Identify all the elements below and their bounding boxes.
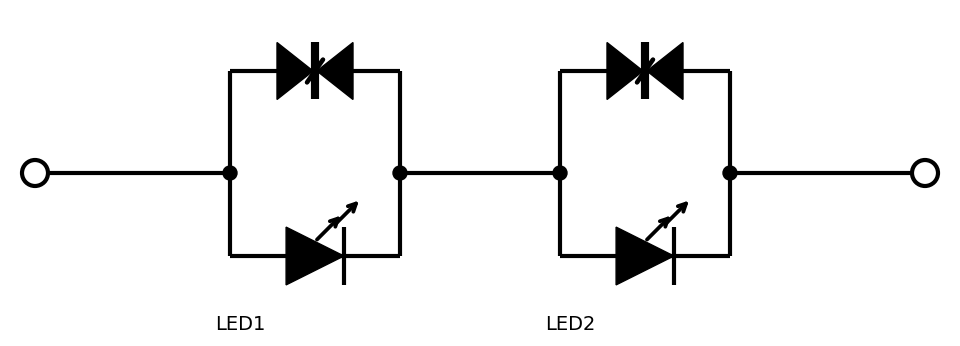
Circle shape bbox=[553, 166, 567, 180]
Polygon shape bbox=[277, 43, 313, 100]
Circle shape bbox=[22, 160, 48, 186]
Circle shape bbox=[393, 166, 407, 180]
Polygon shape bbox=[607, 43, 643, 100]
Polygon shape bbox=[616, 227, 674, 285]
Polygon shape bbox=[647, 43, 683, 100]
Circle shape bbox=[912, 160, 938, 186]
Circle shape bbox=[223, 166, 237, 180]
Polygon shape bbox=[317, 43, 353, 100]
Circle shape bbox=[723, 166, 737, 180]
Text: LED1: LED1 bbox=[215, 315, 265, 334]
Polygon shape bbox=[286, 227, 344, 285]
Text: LED2: LED2 bbox=[545, 315, 595, 334]
